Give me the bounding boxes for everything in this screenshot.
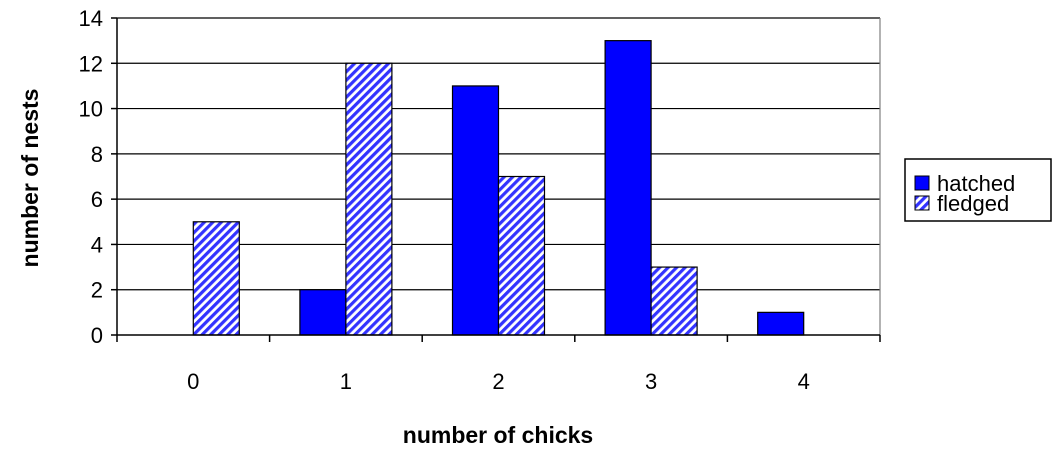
x-axis-title: number of chicks: [403, 422, 593, 448]
bar-hatched-1: [299, 289, 347, 336]
y-tick-label-0: 0: [91, 323, 103, 348]
y-axis-title: number of nests: [17, 89, 43, 268]
y-tick-label-2: 2: [91, 278, 103, 303]
bar-fledged-2: [497, 175, 546, 336]
x-tick-label-1: 1: [340, 369, 352, 394]
legend-label-hatched: hatched: [937, 171, 1015, 196]
bar-fledged-1: [345, 62, 393, 336]
legend-label-fledged: fledged: [937, 191, 1009, 216]
y-tick-label-4: 4: [91, 232, 103, 257]
bar-hatched-2: [451, 85, 500, 336]
legend-swatch-hatched: [914, 175, 930, 191]
x-tick-label-2: 2: [492, 369, 504, 394]
legend-swatch-fledged: [914, 195, 930, 211]
y-tick-label-8: 8: [91, 142, 103, 167]
legend: hatched fledged: [904, 158, 1052, 222]
x-tick-label-3: 3: [645, 369, 657, 394]
axes: [111, 17, 881, 342]
bar-hatched-3: [604, 40, 652, 336]
y-tick-label-10: 10: [79, 97, 103, 122]
bars: [192, 40, 805, 336]
y-tick-label-6: 6: [91, 187, 103, 212]
bar-hatched-4: [757, 311, 805, 336]
x-tick-label-4: 4: [798, 369, 810, 394]
x-tick-label-0: 0: [187, 369, 199, 394]
bar-fledged-0: [192, 221, 240, 336]
y-tick-label-14: 14: [79, 6, 103, 31]
y-tick-label-12: 12: [79, 51, 103, 76]
bar-fledged-3: [650, 266, 698, 336]
